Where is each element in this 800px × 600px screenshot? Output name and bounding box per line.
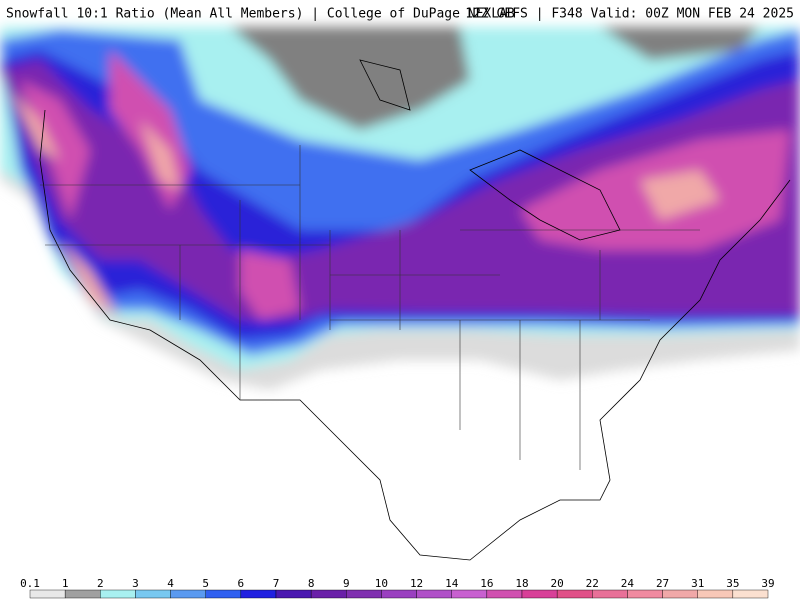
legend-swatch <box>100 589 136 599</box>
coastline <box>39 109 791 561</box>
legend-swatch <box>381 589 417 599</box>
legend-tick-label: 12 <box>410 577 423 590</box>
legend-swatch <box>240 589 277 599</box>
legend-tick-label: 27 <box>656 577 669 590</box>
legend-tick-label: 6 <box>238 577 245 590</box>
legend-swatch <box>170 589 206 599</box>
legend-tick-label: 1 <box>62 577 69 590</box>
legend-tick-label: 35 <box>726 577 739 590</box>
color-legend: 0.1 1 2 3 4 5 6 7 8 9 10 12 14 16 18 20 22 24 27 31 35 39 <box>0 576 800 600</box>
legend-swatch <box>29 589 66 599</box>
legend-tick-label: 2 <box>97 577 104 590</box>
header-title: Snowfall 10:1 Ratio (Mean All Members) |… <box>6 7 515 22</box>
legend-swatch <box>662 589 698 599</box>
legend-tick-label: 8 <box>308 577 315 590</box>
legend-tick-label: 16 <box>480 577 493 590</box>
legend-tick-label: 24 <box>621 577 635 590</box>
legend-tick-label: 22 <box>586 577 599 590</box>
legend-swatch <box>486 589 523 599</box>
legend-swatch <box>732 589 769 599</box>
legend-tick-label: 5 <box>202 577 209 590</box>
legend-tick-label: 7 <box>273 577 280 590</box>
state-borders <box>40 145 700 470</box>
legend-swatch <box>416 589 452 599</box>
legend-swatch <box>205 589 242 599</box>
legend-swatch <box>521 589 558 599</box>
legend-swatch <box>135 589 171 599</box>
legend-tick-label: 39 <box>761 577 774 590</box>
legend-tick-label: 14 <box>445 577 459 590</box>
legend-tick-label: 9 <box>343 577 350 590</box>
legend-swatch <box>275 589 312 599</box>
map <box>0 27 800 575</box>
great-lakes-outline <box>359 59 621 241</box>
legend-tick-label: 18 <box>515 577 528 590</box>
legend-swatch <box>451 589 488 599</box>
legend-swatch <box>556 589 593 599</box>
legend-tick-label: 4 <box>167 577 174 590</box>
legend-tick-label: 10 <box>375 577 388 590</box>
legend-tick-label: 0.1 <box>20 577 40 590</box>
legend-swatch <box>697 589 734 599</box>
legend-swatch <box>310 589 347 599</box>
legend-tick-label: 20 <box>551 577 564 590</box>
legend-tick-label: 3 <box>132 577 139 590</box>
legend-swatch <box>64 589 101 599</box>
legend-tick-label: 31 <box>691 577 704 590</box>
legend-swatch <box>346 589 382 599</box>
header-info: 12Z GEFS | F348 Valid: 00Z MON FEB 24 20… <box>465 7 794 22</box>
legend-swatch <box>592 589 628 599</box>
legend-swatch <box>627 589 663 599</box>
